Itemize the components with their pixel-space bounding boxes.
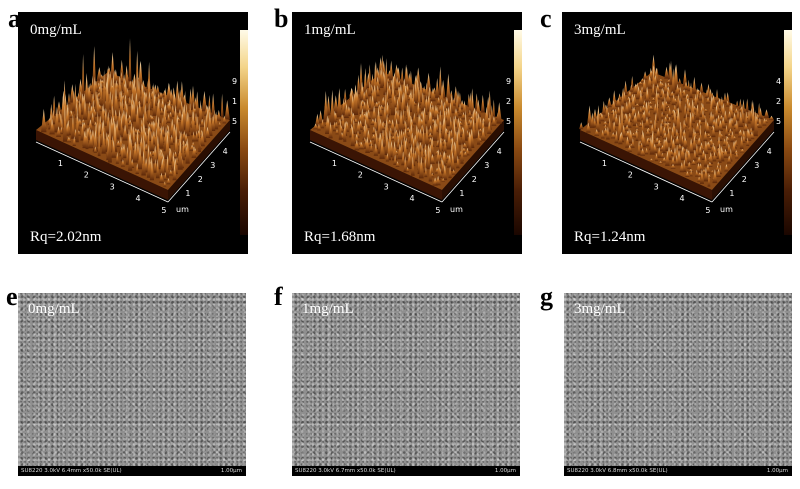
y-tick-label: 3 xyxy=(210,161,215,170)
panel-letter-b: b xyxy=(274,4,289,33)
concentration-label-a: 0mg/mL xyxy=(30,22,82,38)
sem-image-f: 1mg/mL SU8220 3.0kV 6.7mm x50.0k SE(UL) … xyxy=(292,293,520,476)
x-tick-label: 1 xyxy=(602,159,607,168)
x-tick-label: 2 xyxy=(628,171,633,180)
z-scale-label: 5 xyxy=(506,117,511,126)
x-tick-label: 5 xyxy=(435,206,440,215)
roughness-label-c: Rq=1.24nm xyxy=(574,229,646,245)
roughness-label-b: Rq=1.68nm xyxy=(304,229,376,245)
sem-info-bar-e: SU8220 3.0kV 6.4mm x50.0k SE(UL) 1.00μm xyxy=(18,466,246,476)
y-tick-label: 1 xyxy=(185,189,190,198)
concentration-label-g: 3mg/mL xyxy=(574,301,626,317)
sem-image-g: 3mg/mL SU8220 3.0kV 6.8mm x50.0k SE(UL) … xyxy=(564,293,792,476)
panel-letter-e: e xyxy=(6,282,18,311)
x-tick-label: 2 xyxy=(84,171,89,180)
y-tick-label: 1 xyxy=(459,189,464,198)
panel-letter-g: g xyxy=(540,282,553,311)
x-tick-label: 1 xyxy=(332,159,337,168)
sem-scale-e: 1.00μm xyxy=(220,468,242,474)
x-tick-label: 3 xyxy=(110,182,115,191)
x-tick-label: 4 xyxy=(679,194,684,203)
concentration-label-b: 1mg/mL xyxy=(304,22,356,38)
y-tick-label: 3 xyxy=(754,161,759,170)
unit-label: um xyxy=(450,205,463,214)
sem-scale-f: 1.00μm xyxy=(494,468,516,474)
x-tick-label: 3 xyxy=(654,182,659,191)
height-colorbar-a xyxy=(240,30,248,235)
panel-letter-a: a xyxy=(8,4,21,33)
z-scale-label: 9 xyxy=(232,77,237,86)
afm-image-b: 1 2 3 4 5 um 1 2 3 4 9 2 5 1mg/mL Rq=1.68nm xyxy=(292,12,522,254)
sem-scale-g: 1.00μm xyxy=(766,468,788,474)
z-scale-label: 1 xyxy=(232,97,237,106)
panel-letter-c: c xyxy=(540,4,552,33)
x-tick-label: 4 xyxy=(409,194,414,203)
afm-image-a: 1 2 3 4 5 um 1 2 3 4 9 1 5 0mg/mL Rq=2.02nm xyxy=(18,12,248,254)
x-tick-label: 1 xyxy=(58,159,63,168)
y-tick-label: 2 xyxy=(742,175,747,184)
height-colorbar-b xyxy=(514,30,522,235)
z-scale-label: 2 xyxy=(776,97,781,106)
concentration-label-c: 3mg/mL xyxy=(574,22,626,38)
height-colorbar-c xyxy=(784,30,792,235)
y-tick-label: 4 xyxy=(497,147,502,156)
x-tick-label: 5 xyxy=(161,206,166,215)
y-tick-label: 3 xyxy=(484,161,489,170)
sem-info-bar-g: SU8220 3.0kV 6.8mm x50.0k SE(UL) 1.00μm xyxy=(564,466,792,476)
x-tick-label: 5 xyxy=(705,206,710,215)
concentration-label-f: 1mg/mL xyxy=(302,301,354,317)
z-scale-label: 5 xyxy=(776,117,781,126)
sem-params-f: SU8220 3.0kV 6.7mm x50.0k SE(UL) xyxy=(295,468,396,474)
sem-params-g: SU8220 3.0kV 6.8mm x50.0k SE(UL) xyxy=(567,468,668,474)
sem-info-bar-f: SU8220 3.0kV 6.7mm x50.0k SE(UL) 1.00μm xyxy=(292,466,520,476)
unit-label: um xyxy=(720,205,733,214)
panel-letter-f: f xyxy=(274,282,283,311)
x-tick-label: 3 xyxy=(384,182,389,191)
z-scale-label: 9 xyxy=(506,77,511,86)
y-tick-label: 2 xyxy=(472,175,477,184)
y-tick-label: 2 xyxy=(198,175,203,184)
afm-image-c: 1 2 3 4 5 um 1 2 3 4 4 2 5 3mg/mL Rq=1.24nm xyxy=(562,12,792,254)
x-tick-label: 2 xyxy=(358,171,363,180)
unit-label: um xyxy=(176,205,189,214)
z-scale-label: 5 xyxy=(232,117,237,126)
x-tick-label: 4 xyxy=(135,194,140,203)
roughness-label-a: Rq=2.02nm xyxy=(30,229,102,245)
y-tick-label: 1 xyxy=(729,189,734,198)
y-tick-label: 4 xyxy=(223,147,228,156)
z-scale-label: 4 xyxy=(776,77,781,86)
y-tick-label: 4 xyxy=(767,147,772,156)
z-scale-label: 2 xyxy=(506,97,511,106)
sem-params-e: SU8220 3.0kV 6.4mm x50.0k SE(UL) xyxy=(21,468,122,474)
concentration-label-e: 0mg/mL xyxy=(28,301,80,317)
sem-image-e: 0mg/mL SU8220 3.0kV 6.4mm x50.0k SE(UL) … xyxy=(18,293,246,476)
